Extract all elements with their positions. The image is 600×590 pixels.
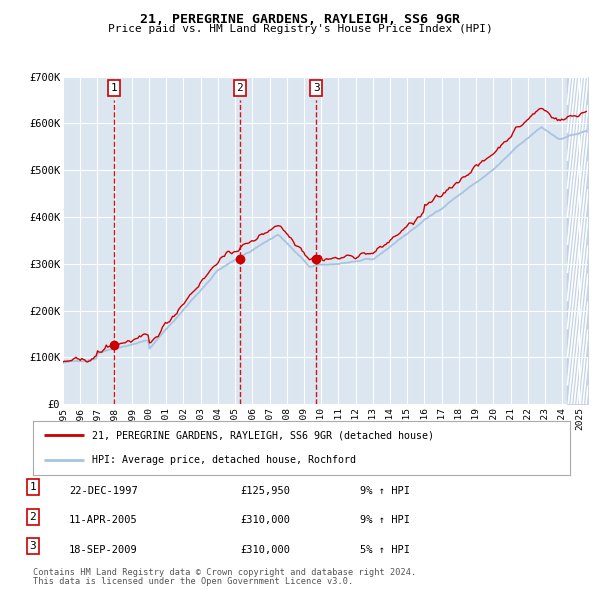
Text: 9% ↑ HPI: 9% ↑ HPI xyxy=(360,516,410,525)
Text: 18-SEP-2009: 18-SEP-2009 xyxy=(69,545,138,555)
Text: Price paid vs. HM Land Registry's House Price Index (HPI): Price paid vs. HM Land Registry's House … xyxy=(107,24,493,34)
Text: Contains HM Land Registry data © Crown copyright and database right 2024.: Contains HM Land Registry data © Crown c… xyxy=(33,568,416,577)
Text: £310,000: £310,000 xyxy=(240,516,290,525)
Text: 9% ↑ HPI: 9% ↑ HPI xyxy=(360,486,410,496)
Text: 1: 1 xyxy=(111,83,118,93)
Text: 21, PEREGRINE GARDENS, RAYLEIGH, SS6 9GR (detached house): 21, PEREGRINE GARDENS, RAYLEIGH, SS6 9GR… xyxy=(92,430,434,440)
Text: 3: 3 xyxy=(29,542,37,551)
Text: This data is licensed under the Open Government Licence v3.0.: This data is licensed under the Open Gov… xyxy=(33,578,353,586)
Text: 11-APR-2005: 11-APR-2005 xyxy=(69,516,138,525)
Text: £310,000: £310,000 xyxy=(240,545,290,555)
Text: 2: 2 xyxy=(236,83,244,93)
Text: 5% ↑ HPI: 5% ↑ HPI xyxy=(360,545,410,555)
Text: 2: 2 xyxy=(29,512,37,522)
Text: 3: 3 xyxy=(313,83,320,93)
Text: HPI: Average price, detached house, Rochford: HPI: Average price, detached house, Roch… xyxy=(92,455,356,466)
Text: 1: 1 xyxy=(29,483,37,492)
Text: 21, PEREGRINE GARDENS, RAYLEIGH, SS6 9GR: 21, PEREGRINE GARDENS, RAYLEIGH, SS6 9GR xyxy=(140,13,460,26)
Text: £125,950: £125,950 xyxy=(240,486,290,496)
Text: 22-DEC-1997: 22-DEC-1997 xyxy=(69,486,138,496)
